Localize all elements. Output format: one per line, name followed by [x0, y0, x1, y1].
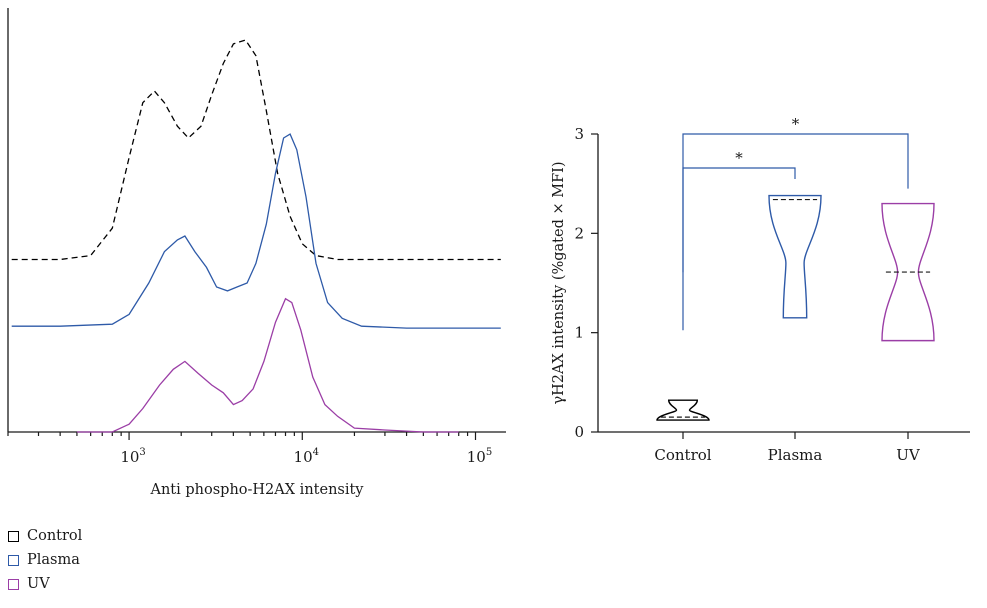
violin-x-ticks	[682, 432, 909, 439]
histogram-series	[11, 39, 501, 433]
y-tick-label: 3	[574, 125, 584, 143]
legend-item-control: Control	[8, 524, 82, 548]
legend-swatch	[8, 554, 19, 566]
histogram-line-uv	[76, 297, 459, 433]
legend-swatch	[8, 578, 19, 590]
significance-brackets	[682, 133, 909, 331]
x-category-label: Plasma	[768, 446, 823, 464]
bracket-control-uv	[682, 133, 909, 331]
legend-label: Control	[27, 528, 83, 544]
x-category-label: UV	[896, 446, 921, 464]
violin-y-axis-title: γH2AX intensity (%gated × MFI)	[551, 161, 567, 404]
legend-label: UV	[27, 576, 50, 592]
x-tick-label: 103	[120, 447, 145, 466]
violin-panel: 0 1 2 3 Control Plasma UV * * γH2AX inte…	[551, 115, 970, 464]
x-tick-label: 104	[294, 447, 319, 466]
histogram-panel: 103 104 105 Anti phospho-H2AX intensity	[7, 8, 506, 498]
histogram-x-ticks	[7, 432, 477, 440]
legend-item-uv: UV	[8, 572, 82, 596]
legend-swatch	[8, 530, 19, 542]
legend: Control Plasma UV	[8, 524, 82, 596]
y-tick-label: 2	[574, 224, 584, 242]
significance-star: *	[792, 115, 800, 133]
histogram-line-control	[11, 39, 501, 261]
x-category-label: Control	[654, 446, 711, 464]
significance-star: *	[735, 149, 743, 167]
legend-label: Plasma	[27, 552, 80, 568]
bracket-control-plasma	[682, 167, 796, 273]
y-tick-label: 0	[574, 423, 584, 441]
violin-y-ticks	[591, 133, 598, 433]
legend-item-plasma: Plasma	[8, 548, 82, 572]
violin-control	[656, 399, 710, 421]
x-tick-label: 105	[467, 447, 492, 466]
y-tick-label: 1	[574, 324, 584, 342]
histogram-line-plasma	[11, 133, 501, 329]
violin-plasma	[768, 194, 822, 319]
violin-uv	[881, 202, 935, 342]
violins	[656, 194, 935, 421]
histogram-x-axis-title: Anti phospho-H2AX intensity	[149, 482, 364, 498]
